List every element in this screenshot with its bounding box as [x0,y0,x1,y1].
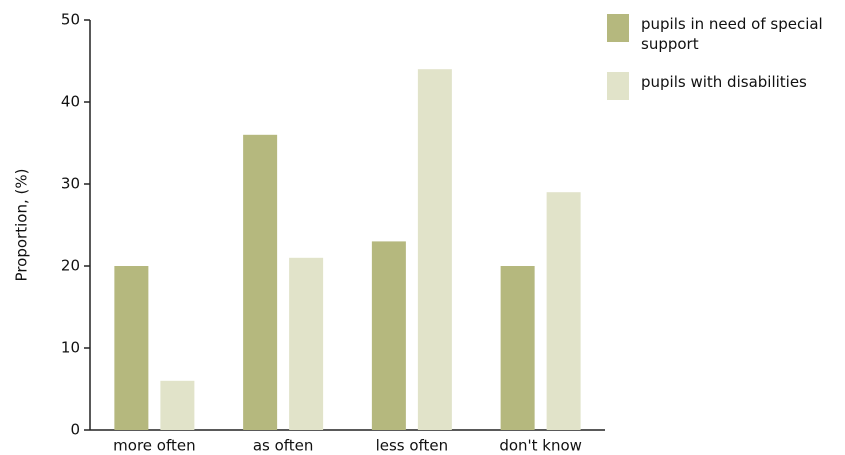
x-tick-label: less often [376,437,449,455]
bar [243,134,278,431]
y-axis-label: Proportion, (%) [13,169,31,282]
legend-swatch [607,72,629,100]
y-tick-label: 30 [61,175,80,193]
y-tick-label: 50 [61,11,80,29]
bar [500,266,535,430]
y-tick-label: 20 [61,257,80,275]
bar [371,241,406,430]
x-tick-label: as often [253,437,314,455]
legend-label: pupils with disabilities [641,73,807,91]
legend-item: pupils in need of special support [607,14,831,54]
legend-label: pupils in need of special support [641,15,823,53]
legend-item: pupils with disabilities [607,72,831,100]
bar [114,266,149,430]
bar [289,257,324,430]
legend-swatch [607,14,629,42]
bar [160,380,195,430]
bar [546,192,581,430]
y-tick-label: 10 [61,339,80,357]
y-tick-label: 40 [61,93,80,111]
bar [417,69,452,430]
x-tick-label: more often [113,437,195,455]
y-tick-label: 0 [70,421,80,439]
x-tick-label: don't know [499,437,582,455]
